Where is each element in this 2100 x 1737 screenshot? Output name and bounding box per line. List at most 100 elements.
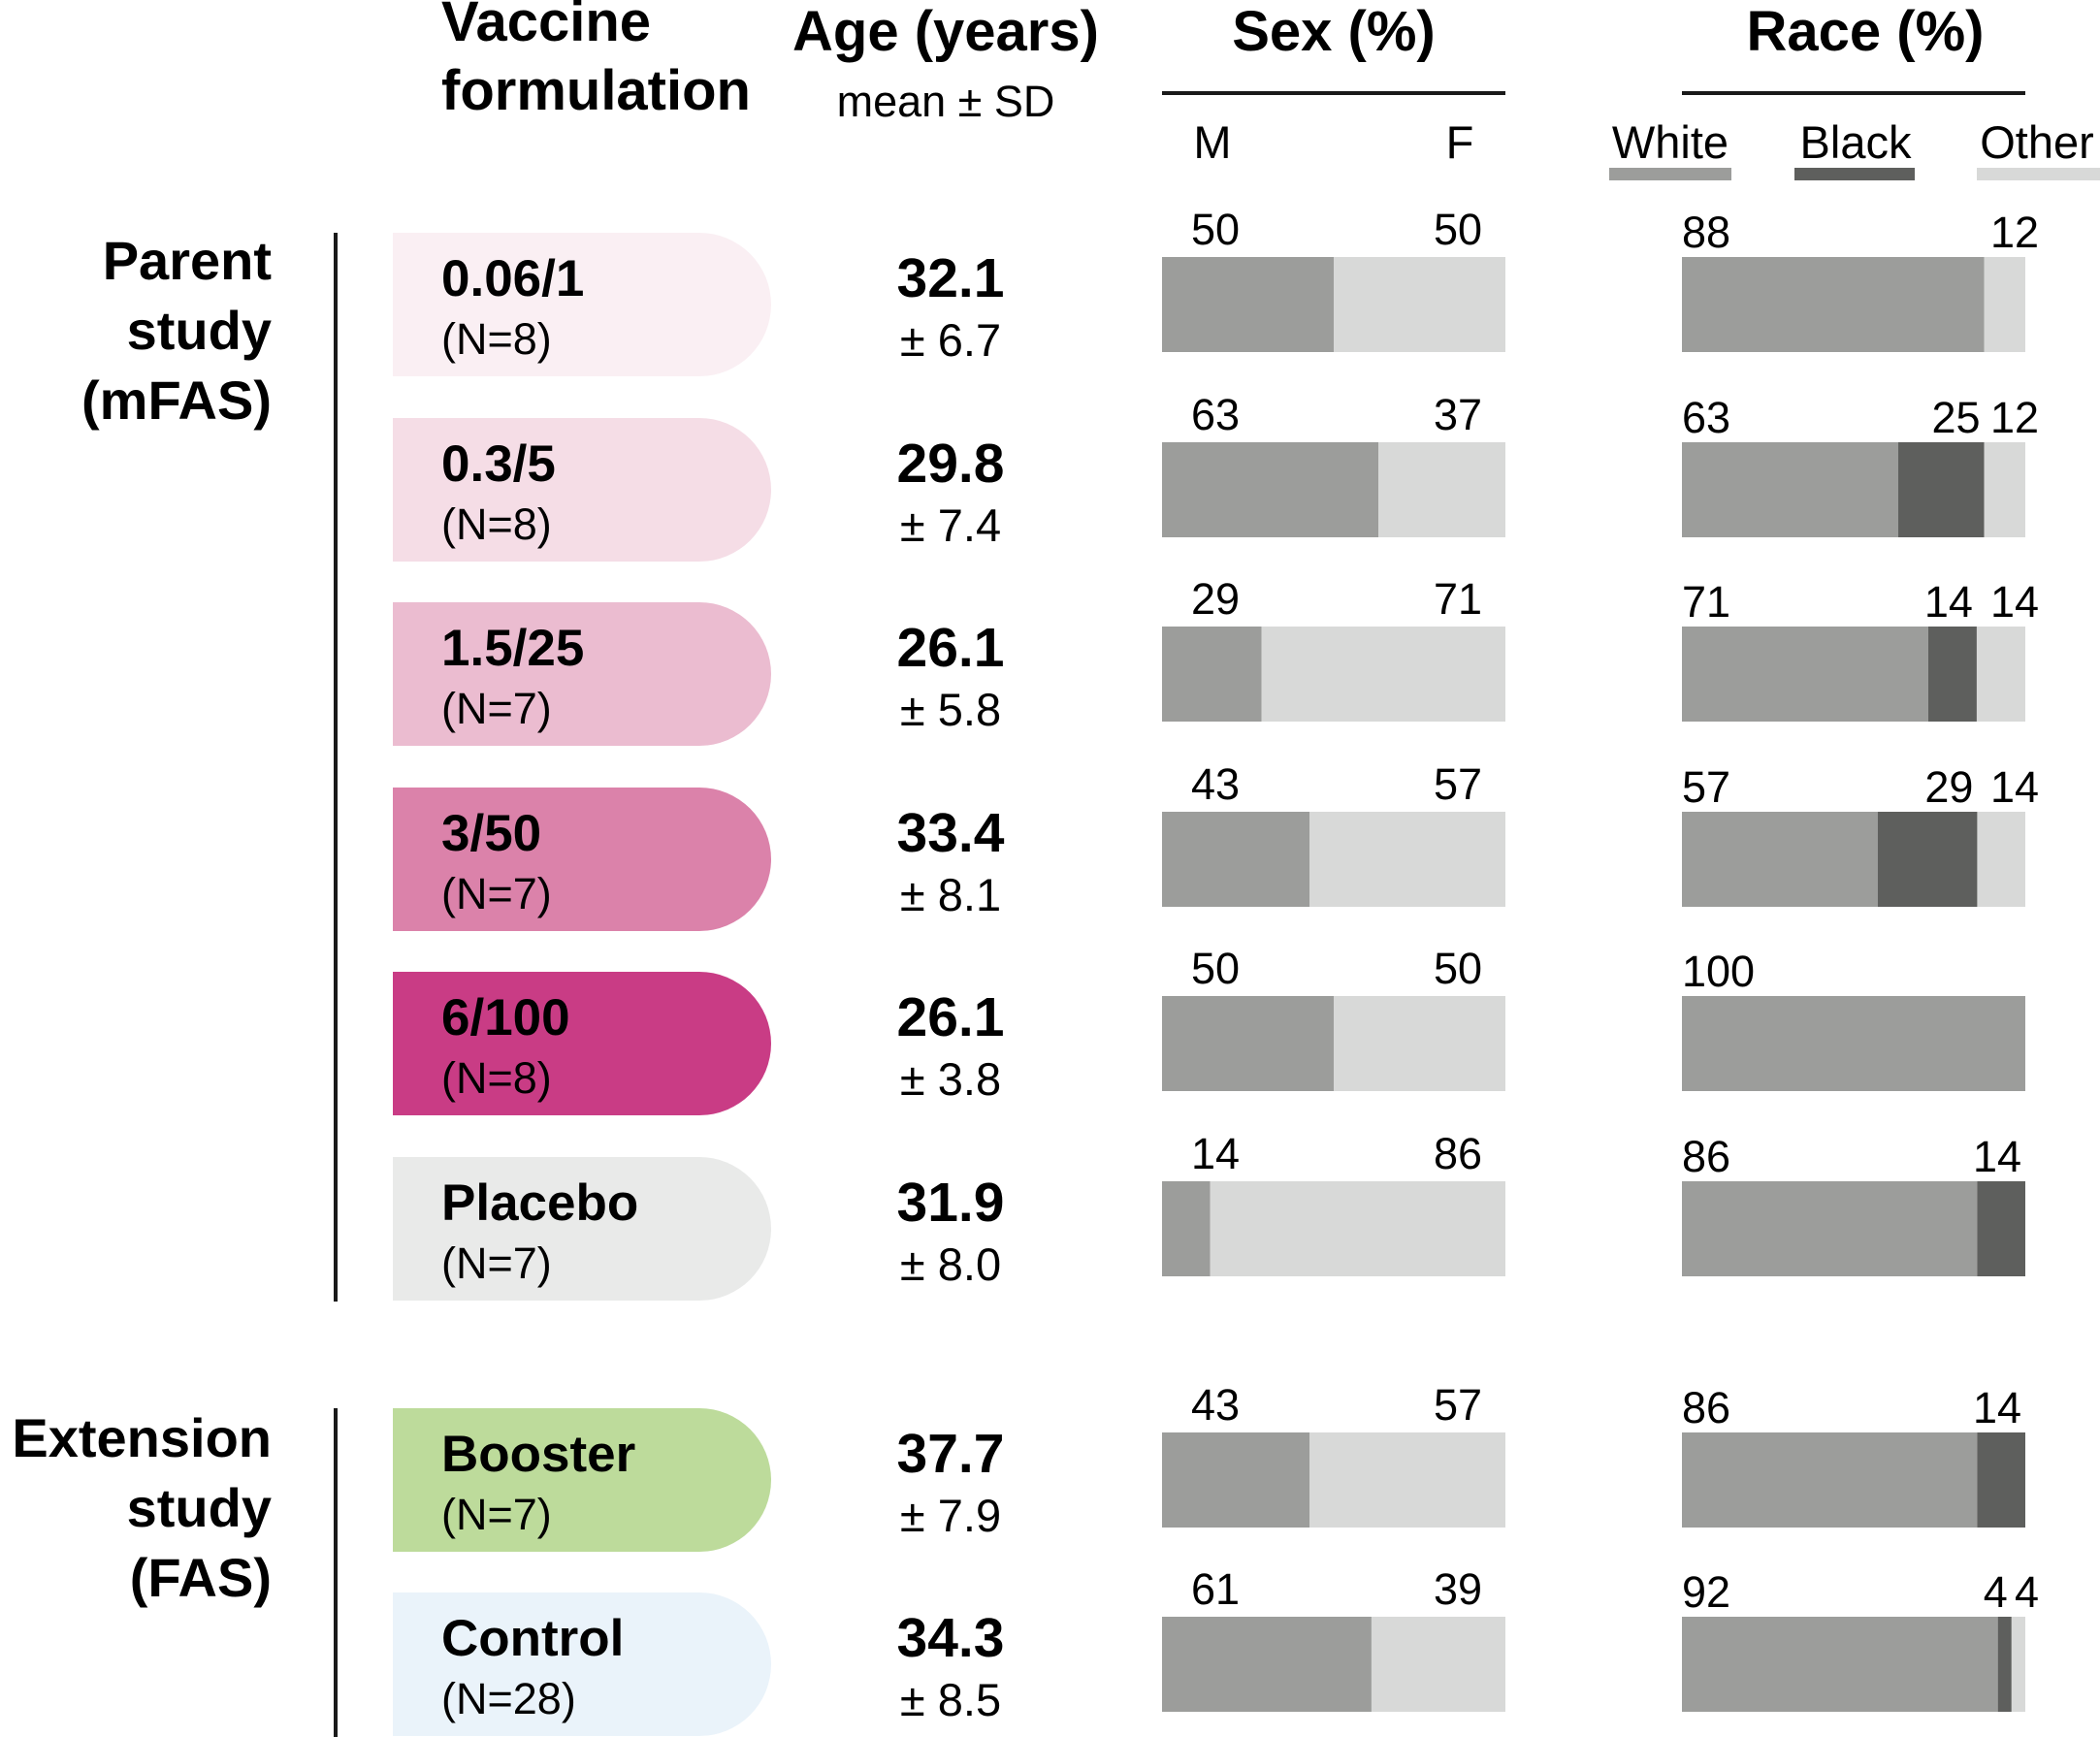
race-value-white: 57 [1682,762,1730,812]
race-bar-white [1682,1181,1978,1276]
sex-bar-male [1162,812,1310,907]
legend-white-swatch [1609,168,1731,180]
race-value-white: 63 [1682,393,1730,442]
race-value-other: 14 [1990,762,2039,812]
race-bar-other [2011,1617,2025,1712]
race-value-white: 86 [1682,1132,1730,1181]
formulation-n: (N=28) [441,1674,576,1723]
race-value-other: 12 [1990,208,2039,257]
race-bar-other [1984,257,2025,352]
sex-label-f: F [1446,116,1474,168]
group-extension-line3: (FAS) [130,1547,272,1608]
age-mean: 33.4 [897,802,1005,864]
age-mean: 34.3 [897,1607,1005,1669]
sex-bar-male [1162,627,1262,722]
sex-header: Sex (%) [1232,0,1436,63]
sex-bar-male [1162,442,1379,537]
formulation-pill [393,233,771,376]
legend-white-label: White [1612,116,1728,168]
sex-bar-female [1210,1181,1505,1276]
formulation-n: (N=8) [441,1053,552,1103]
race-value-black: 25 [1931,393,1980,442]
group-parent-line1: Parent [103,230,272,291]
formulation-label: 3/50 [441,805,541,862]
sex-bar-female [1309,812,1505,907]
race-value-black: 4 [1984,1567,2008,1617]
formulation-pill [393,1592,771,1736]
formulation-label: 6/100 [441,989,570,1046]
sex-value-male: 14 [1191,1129,1240,1178]
legend-other-label: Other [1980,116,2094,168]
sex-value-female: 71 [1434,574,1482,624]
race-bar-white [1682,996,2025,1091]
sex-bar-female [1309,1432,1505,1528]
legend-other-swatch [1977,168,2100,180]
race-bar-white [1682,627,1928,722]
race-bar-other [1977,812,2025,907]
race-bar-black [1877,812,1978,907]
sex-value-male: 50 [1191,205,1240,254]
age-mean: 26.1 [897,986,1005,1048]
sex-value-male: 29 [1191,574,1240,624]
race-value-white: 71 [1682,577,1730,627]
race-bar-black [1898,442,1985,537]
age-subheader: mean ± SD [837,77,1055,126]
age-mean: 31.9 [897,1172,1005,1234]
race-bar-white [1682,1617,1998,1712]
sex-value-male: 63 [1191,390,1240,439]
race-bar-other [1976,627,2025,722]
age-header: Age (years) [792,0,1099,63]
race-value-other: 4 [2015,1567,2039,1617]
group-extension-line2: study [127,1477,272,1538]
group-parent-line3: (mFAS) [81,370,272,431]
sex-bar-male [1162,996,1334,1091]
sex-value-female: 37 [1434,390,1482,439]
sex-value-male: 43 [1191,1380,1240,1430]
sex-bar-female [1378,442,1505,537]
race-bar-black [1977,1181,2025,1276]
race-bar-white [1682,257,1985,352]
age-mean: 37.7 [897,1423,1005,1485]
sex-value-male: 43 [1191,759,1240,809]
age-sd: ± 8.1 [900,869,1001,920]
sex-bar-male [1162,1181,1211,1276]
race-value-white: 92 [1682,1567,1730,1617]
race-value-white: 100 [1682,947,1755,996]
race-value-black: 14 [1924,577,1973,627]
formulation-label: Booster [441,1426,635,1483]
sex-bar-female [1261,627,1505,722]
age-sd: ± 5.8 [900,684,1001,735]
sex-bar-female [1334,257,1505,352]
formulation-pill [393,972,771,1115]
formulation-pill [393,602,771,746]
race-bar-black [1977,1432,2025,1528]
formulation-pill [393,418,771,562]
sex-value-male: 50 [1191,944,1240,993]
sex-value-male: 61 [1191,1564,1240,1614]
age-sd: ± 7.9 [900,1490,1001,1541]
age-mean: 26.1 [897,617,1005,679]
sex-value-female: 86 [1434,1129,1482,1178]
race-bar-white [1682,812,1878,907]
vaccine-header-line2: formulation [441,59,751,122]
race-bar-black [1927,627,1977,722]
formulation-label: 0.06/1 [441,250,584,307]
race-value-black: 14 [1973,1383,2021,1432]
race-bar-black [1997,1617,2012,1712]
race-value-black: 14 [1973,1132,2021,1181]
legend-black-swatch [1794,168,1915,180]
formulation-label: Placebo [441,1174,638,1232]
sex-bar-male [1162,1617,1372,1712]
age-mean: 32.1 [897,247,1005,309]
formulation-label: 0.3/5 [441,435,556,493]
age-sd: ± 3.8 [900,1053,1001,1105]
age-sd: ± 6.7 [900,314,1001,366]
formulation-n: (N=7) [441,1490,552,1539]
race-value-black: 29 [1924,762,1973,812]
race-value-white: 86 [1682,1383,1730,1432]
race-header: Race (%) [1747,0,1985,63]
age-mean: 29.8 [897,433,1005,495]
sex-label-m: M [1193,116,1231,168]
age-sd: ± 8.0 [900,1238,1001,1290]
